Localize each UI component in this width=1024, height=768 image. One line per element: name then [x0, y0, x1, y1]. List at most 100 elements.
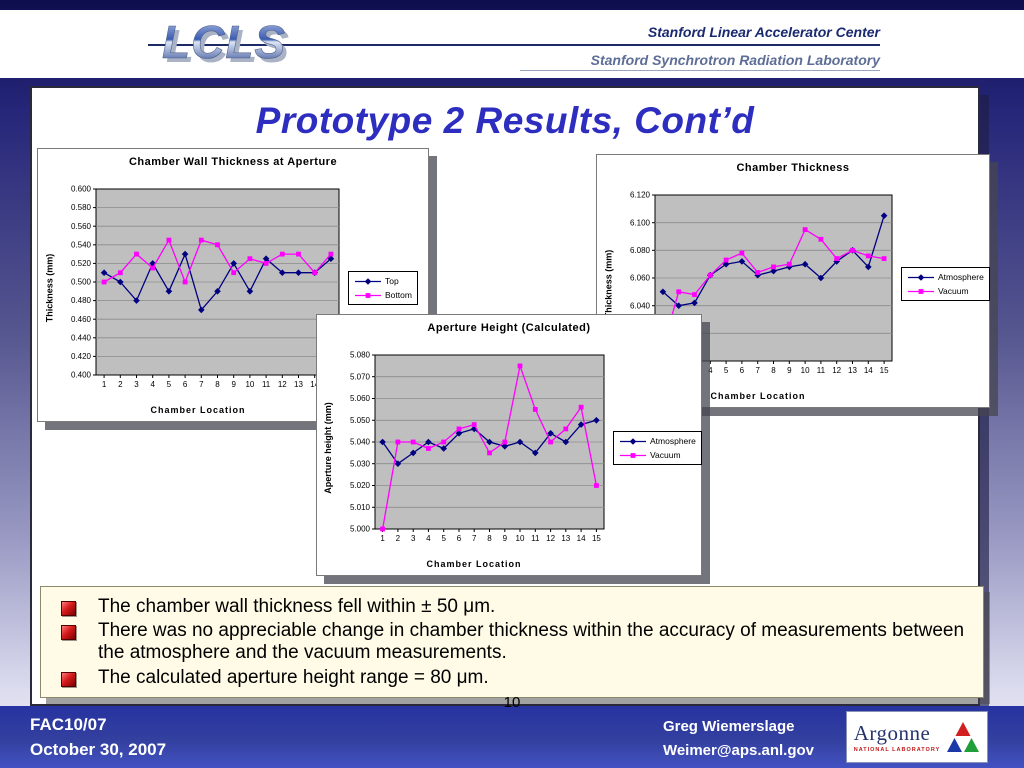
- legend-item: Vacuum: [907, 286, 984, 296]
- svg-text:4: 4: [426, 534, 431, 543]
- data-point-marker: [563, 426, 569, 432]
- svg-text:13: 13: [561, 534, 570, 543]
- data-point-marker: [517, 363, 523, 369]
- chart-title: Chamber Thickness: [736, 162, 850, 174]
- svg-text:9: 9: [503, 534, 508, 543]
- lcls-logo: LCLS LCLS: [158, 12, 318, 79]
- chart-body: Thickness (mm) 0.400 0.420 0.440 0.460 0.480…: [38, 172, 428, 404]
- svg-text:6.100: 6.100: [630, 218, 651, 227]
- footer-bar: FAC10/07 October 30, 2007 Greg Wiemersla…: [0, 706, 1024, 768]
- svg-text:6: 6: [457, 534, 462, 543]
- svg-text:0.500: 0.500: [71, 278, 92, 287]
- data-point-marker: [865, 263, 872, 271]
- legend-item: Top: [354, 276, 412, 286]
- argonne-wordmark: Argonne: [853, 721, 931, 745]
- data-point-marker: [198, 237, 204, 243]
- data-point-marker: [834, 256, 840, 261]
- svg-text:15: 15: [592, 534, 601, 543]
- data-point-marker: [296, 251, 301, 257]
- data-point-marker: [101, 279, 107, 285]
- data-point-marker: [150, 265, 156, 271]
- legend-label: Vacuum: [938, 286, 969, 296]
- legend-label: Atmosphere: [938, 272, 984, 282]
- chart-legend: Top Bottom: [348, 271, 418, 305]
- svg-text:0.600: 0.600: [71, 185, 92, 194]
- svg-text:10: 10: [801, 366, 810, 375]
- chart-plot-area: 5.000 5.010 5.020 5.030 5.040 5.050 5.060 5.070…: [350, 351, 605, 543]
- slide-title: Prototype 2 Results, Cont’d: [255, 100, 755, 141]
- bullet-row: The chamber wall thickness fell within ±…: [55, 596, 969, 618]
- data-point-marker: [181, 250, 189, 258]
- data-point-marker: [771, 264, 776, 270]
- svg-text:5.020: 5.020: [350, 481, 371, 490]
- data-point-marker: [738, 258, 746, 265]
- chart-legend: Atmosphere Vacuum: [901, 267, 990, 301]
- svg-text:12: 12: [832, 366, 841, 375]
- header-divider-line-2: [520, 70, 880, 71]
- data-point-marker: [395, 439, 401, 445]
- data-point-marker: [426, 446, 431, 451]
- data-point-marker: [786, 261, 792, 267]
- svg-text:12: 12: [546, 534, 555, 543]
- data-point-marker: [379, 438, 386, 446]
- x-axis-label: Chamber Location: [150, 405, 246, 415]
- lcls-logo-shadow-text: LCLS: [166, 20, 290, 72]
- legend-marker: [620, 437, 646, 445]
- data-point-marker: [802, 227, 808, 232]
- svg-text:10: 10: [516, 534, 525, 543]
- data-point-marker: [441, 439, 447, 445]
- header-org-line2: Stanford Synchrotron Radiation Laborator…: [590, 52, 880, 68]
- bullet-row: There was no appreciable change in chamb…: [55, 620, 969, 664]
- svg-text:13: 13: [294, 380, 303, 389]
- legend-marker: [355, 277, 381, 285]
- svg-text:6.120: 6.120: [630, 191, 651, 200]
- y-axis-label: Thickness (mm): [44, 253, 54, 323]
- svg-text:3: 3: [411, 534, 416, 543]
- svg-text:14: 14: [310, 380, 319, 389]
- legend-marker: [908, 273, 934, 281]
- header-org-line1: Stanford Linear Accelerator Center: [647, 24, 880, 40]
- svg-text:8: 8: [487, 534, 492, 543]
- bullet-text: The chamber wall thickness fell within ±…: [98, 596, 496, 617]
- legend-marker: [355, 292, 381, 298]
- data-point-marker: [502, 439, 508, 445]
- bullet-row: The calculated aperture height range = 8…: [55, 667, 969, 689]
- svg-text:7: 7: [472, 534, 477, 543]
- legend-label: Vacuum: [650, 450, 681, 460]
- data-point-marker: [881, 256, 887, 261]
- data-point-marker: [676, 289, 682, 295]
- bullet-text: The calculated aperture height range = 8…: [98, 666, 489, 688]
- svg-text:0.540: 0.540: [71, 240, 92, 249]
- data-point-marker: [629, 437, 637, 445]
- data-point-marker: [707, 272, 713, 278]
- svg-text:14: 14: [864, 366, 873, 375]
- svg-text:13: 13: [848, 366, 857, 375]
- data-point-marker: [425, 438, 432, 446]
- data-point-marker: [231, 270, 237, 276]
- chart-panel-aperture-height: Aperture Height (Calculated) Aperture he…: [316, 314, 702, 576]
- svg-text:9: 9: [231, 380, 236, 389]
- footer-author-name: Greg Wiemerslage: [662, 718, 795, 735]
- svg-text:4: 4: [150, 380, 155, 389]
- svg-text:0.580: 0.580: [71, 203, 92, 212]
- data-point-marker: [365, 292, 371, 298]
- svg-text:0.440: 0.440: [71, 333, 92, 342]
- data-point-marker: [182, 279, 188, 285]
- data-point-marker: [328, 251, 334, 257]
- data-point-marker: [133, 297, 140, 304]
- svg-text:9: 9: [787, 366, 792, 375]
- data-point-marker: [247, 256, 253, 262]
- svg-text:11: 11: [817, 366, 826, 375]
- legend-label: Atmosphere: [650, 436, 696, 446]
- legend-label: Bottom: [385, 290, 412, 300]
- svg-text:4: 4: [708, 366, 713, 375]
- svg-text:5: 5: [441, 534, 446, 543]
- svg-text:5: 5: [167, 380, 172, 389]
- data-point-marker: [739, 250, 745, 256]
- argonne-logo: Argonne NATIONAL LABORATORY: [846, 711, 988, 763]
- x-axis-label: Chamber Location: [710, 391, 806, 401]
- chart-title: Aperture Height (Calculated): [427, 322, 591, 334]
- svg-text:5.050: 5.050: [350, 416, 371, 425]
- data-point-marker: [364, 277, 372, 285]
- header-band: Stanford Linear Accelerator Center Stanf…: [0, 10, 1024, 78]
